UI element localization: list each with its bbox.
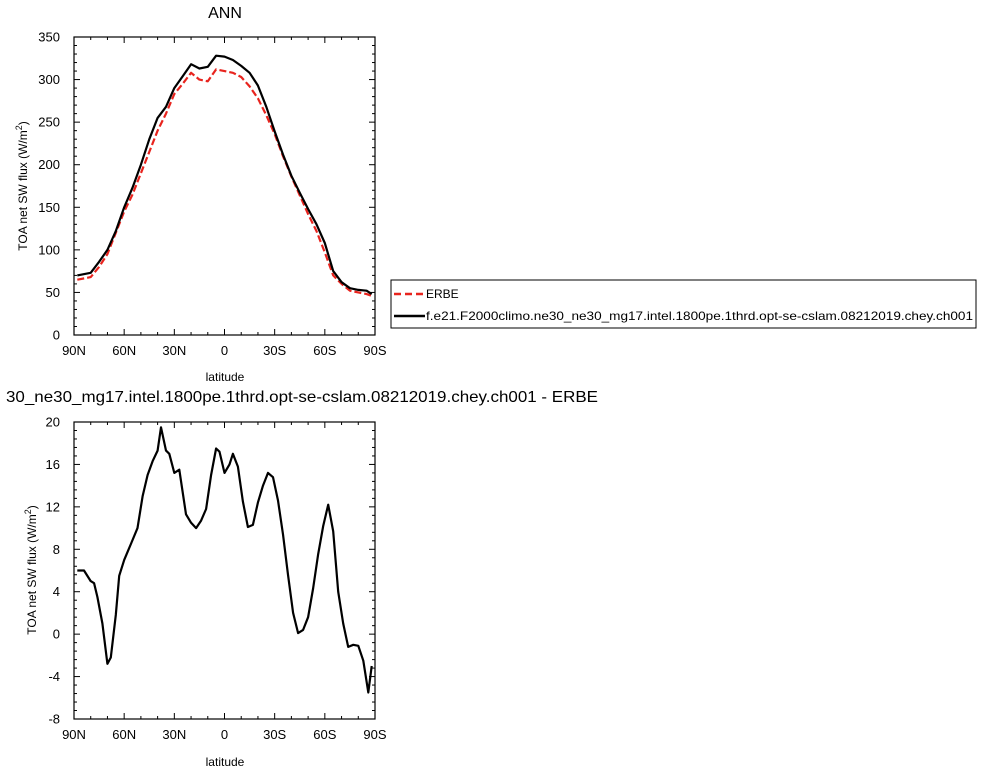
top-chart-panel: ANN 90N 60N 30N 0 30S 60S 90S 0 50 100 150 200 250 3… bbox=[14, 5, 387, 384]
x-axis-title: latitude bbox=[206, 755, 245, 769]
x-tick-label: 30S bbox=[263, 343, 286, 358]
x-tick-label: 30N bbox=[162, 727, 186, 742]
legend-label-erbe: ERBE bbox=[426, 287, 459, 301]
bottom-y-tick-labels: -8 -4 0 4 8 12 16 20 bbox=[46, 415, 60, 727]
y-tick-label: 50 bbox=[46, 285, 60, 300]
top-series-lines bbox=[77, 54, 373, 297]
x-tick-label: 0 bbox=[221, 343, 228, 358]
legend-box bbox=[390, 279, 977, 329]
y-tick-label: 4 bbox=[53, 584, 60, 599]
x-tick-label: 90S bbox=[363, 727, 386, 742]
x-tick-label: 0 bbox=[221, 727, 228, 742]
x-axis-title: latitude bbox=[206, 370, 245, 384]
x-tick-label: 90S bbox=[363, 343, 386, 358]
bottom-x-tick-labels: 90N 60N 30N 0 30S 60S 90S bbox=[62, 727, 387, 742]
y-axis-title-superscript: 2 bbox=[14, 125, 24, 130]
y-tick-label: 300 bbox=[38, 72, 60, 87]
x-tick-label: 90N bbox=[62, 343, 86, 358]
x-tick-label: 30N bbox=[162, 343, 186, 358]
bottom-chart-panel: 30_ne30_mg17.intel.1800pe.1thrd.opt-se-c… bbox=[6, 389, 598, 769]
y-tick-label: 350 bbox=[38, 30, 60, 45]
x-tick-label: 60N bbox=[112, 343, 136, 358]
model-series-line bbox=[77, 426, 373, 694]
bottom-axis-ticks bbox=[73, 421, 376, 720]
y-tick-label: 0 bbox=[53, 627, 60, 642]
legend-label-model: f.e21.F2000climo.ne30_ne30_mg17.intel.18… bbox=[426, 309, 973, 323]
model-series-line bbox=[77, 54, 373, 296]
y-axis-title-superscript: 2 bbox=[23, 509, 33, 514]
y-tick-label: 8 bbox=[53, 542, 60, 557]
x-tick-label: 30S bbox=[263, 727, 286, 742]
top-plot-frame bbox=[73, 36, 376, 336]
y-axis-title: TOA net SW flux (W/m2) bbox=[14, 121, 30, 250]
bottom-plot-frame bbox=[73, 421, 376, 720]
y-tick-label: -4 bbox=[48, 669, 60, 684]
erbe-series-line bbox=[77, 68, 373, 297]
x-tick-label: 90N bbox=[62, 727, 86, 742]
x-tick-label: 60N bbox=[112, 727, 136, 742]
y-axis-title: TOA net SW flux (W/m2) bbox=[23, 505, 39, 634]
y-tick-label: 150 bbox=[38, 200, 60, 215]
y-tick-label: 200 bbox=[38, 157, 60, 172]
y-axis-title-main: TOA net SW flux (W/m bbox=[16, 130, 30, 250]
y-tick-label: 12 bbox=[46, 499, 60, 514]
y-tick-label: 16 bbox=[46, 457, 60, 472]
x-tick-label: 60S bbox=[313, 727, 336, 742]
top-y-tick-labels: 0 50 100 150 200 250 300 350 bbox=[38, 30, 60, 343]
y-axis-title-close: ) bbox=[16, 121, 30, 125]
legend: ERBE f.e21.F2000climo.ne30_ne30_mg17.int… bbox=[390, 279, 977, 329]
y-axis-title-close: ) bbox=[25, 505, 39, 509]
top-axis-ticks bbox=[73, 36, 376, 336]
y-axis-title-main: TOA net SW flux (W/m bbox=[25, 514, 39, 634]
y-tick-label: 100 bbox=[38, 242, 60, 257]
top-x-tick-labels: 90N 60N 30N 0 30S 60S 90S bbox=[62, 343, 387, 358]
y-tick-label: 250 bbox=[38, 115, 60, 130]
chart-title: ANN bbox=[208, 5, 242, 22]
y-tick-label: 0 bbox=[53, 328, 60, 343]
difference-chart-title: 30_ne30_mg17.intel.1800pe.1thrd.opt-se-c… bbox=[6, 389, 598, 406]
bottom-series-lines bbox=[77, 426, 373, 694]
x-tick-label: 60S bbox=[313, 343, 336, 358]
y-tick-label: -8 bbox=[48, 712, 60, 727]
y-tick-label: 20 bbox=[46, 415, 60, 430]
